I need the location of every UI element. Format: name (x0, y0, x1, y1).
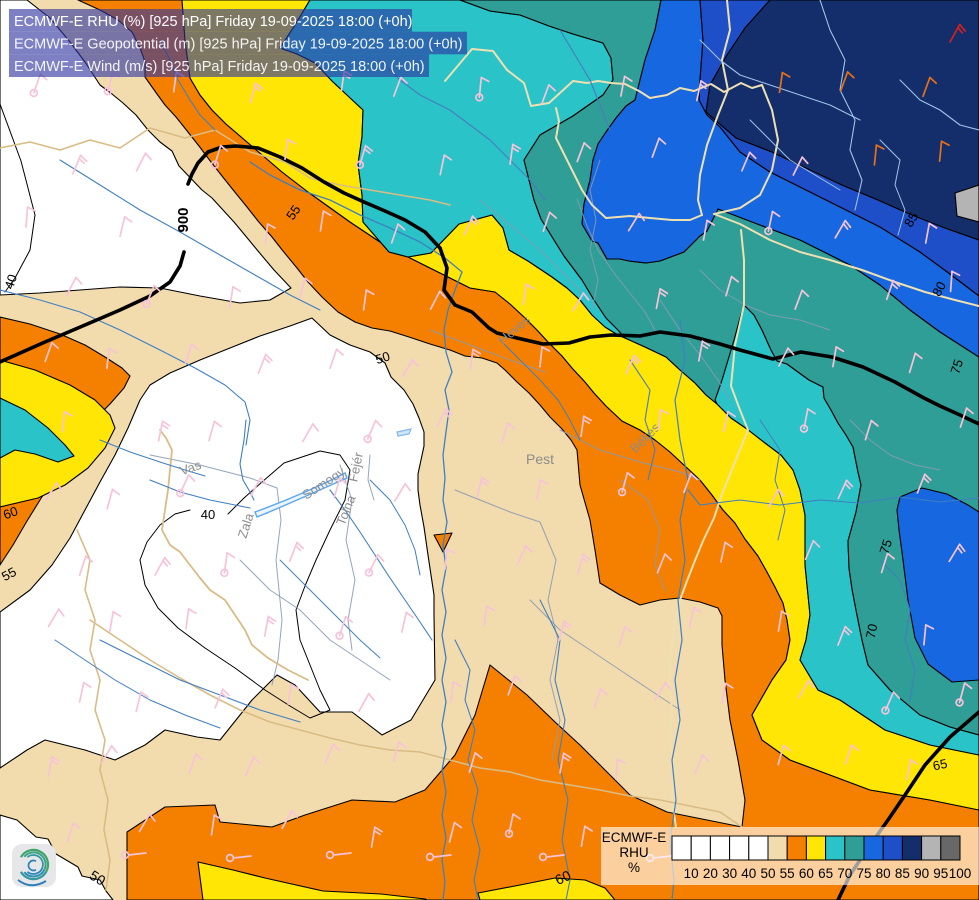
svg-text:50: 50 (760, 866, 775, 881)
svg-text:85: 85 (895, 866, 910, 881)
svg-text:55: 55 (780, 866, 795, 881)
svg-text:40: 40 (1, 272, 20, 290)
svg-text:ECMWF-E RHU (%) [925 hPa] Frid: ECMWF-E RHU (%) [925 hPa] Friday 19-09-2… (14, 14, 413, 30)
svg-text:50: 50 (373, 348, 391, 367)
svg-text:ECMWF-E: ECMWF-E (602, 830, 667, 845)
svg-text:55: 55 (283, 202, 304, 222)
svg-text:90: 90 (914, 866, 929, 881)
svg-text:20: 20 (703, 866, 718, 881)
svg-text:Fejér: Fejér (345, 450, 366, 483)
svg-text:ECMWF-E Geopotential (m) [925: ECMWF-E Geopotential (m) [925 hPa] Frida… (14, 37, 463, 53)
svg-text:30: 30 (722, 866, 737, 881)
svg-text:100: 100 (949, 866, 972, 881)
svg-text:10: 10 (684, 866, 699, 881)
svg-text:50: 50 (87, 867, 109, 889)
svg-text:ECMWF-E Wind (m/s) [925 hPa] F: ECMWF-E Wind (m/s) [925 hPa] Friday 19-0… (14, 59, 425, 75)
svg-text:85: 85 (901, 210, 921, 230)
svg-text:%: % (628, 860, 640, 875)
svg-text:60: 60 (799, 866, 814, 881)
svg-text:80: 80 (929, 279, 949, 299)
svg-text:70: 70 (863, 622, 881, 639)
svg-text:RHU: RHU (619, 845, 648, 860)
svg-text:55: 55 (0, 564, 19, 584)
svg-text:65: 65 (818, 866, 833, 881)
svg-text:75: 75 (947, 357, 966, 375)
svg-text:95: 95 (933, 866, 948, 881)
svg-text:Pest: Pest (526, 451, 554, 467)
svg-text:60: 60 (1, 503, 20, 522)
svg-text:75: 75 (876, 537, 895, 555)
svg-text:70: 70 (837, 866, 852, 881)
svg-text:900: 900 (175, 207, 192, 232)
svg-text:75: 75 (856, 866, 871, 881)
svg-text:80: 80 (876, 866, 891, 881)
svg-text:Vas: Vas (178, 457, 204, 479)
svg-text:40: 40 (741, 866, 756, 881)
svg-text:40: 40 (201, 507, 215, 522)
svg-text:65: 65 (931, 756, 948, 774)
svg-text:60: 60 (552, 867, 573, 888)
